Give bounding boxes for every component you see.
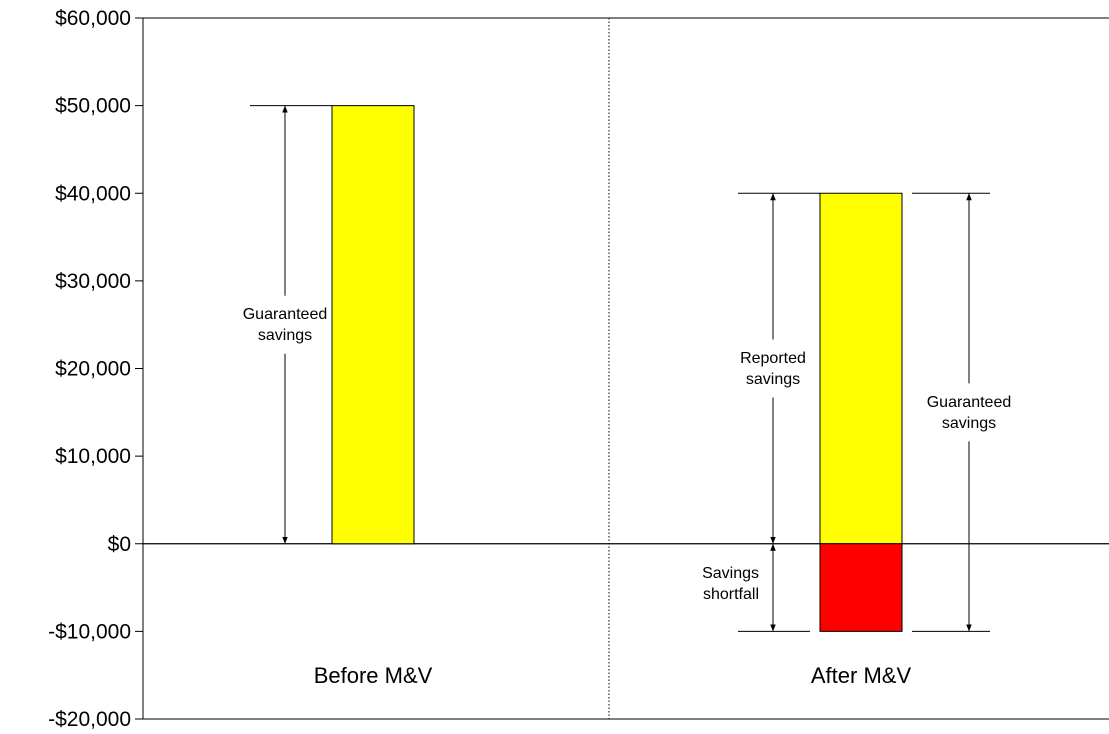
bar [819, 192, 903, 545]
y-tick-label: $50,000 [55, 95, 131, 118]
category-label: After M&V [811, 663, 912, 688]
y-tick-label: $60,000 [55, 7, 131, 30]
bar [819, 543, 903, 632]
annotation-label: Guaranteed [927, 394, 1012, 411]
axes: -$20,000 -$10,000 $0 $10,000 $20,000 $30,000 $… [48, 7, 1109, 731]
annotation-label: Savings [702, 565, 759, 582]
y-tick-label: $20,000 [55, 358, 131, 381]
annotations: Guaranteed savings Reported savings Savings s… [243, 105, 1012, 632]
bars [331, 105, 903, 632]
y-tick-label: $0 [108, 533, 131, 556]
y-tick-label: -$10,000 [48, 620, 131, 643]
annotation-label: savings [942, 415, 996, 432]
annotation-label: Reported [740, 350, 806, 367]
y-tick-label: $10,000 [55, 445, 131, 468]
annotation-label: shortfall [703, 586, 759, 603]
annotation-label: savings [746, 371, 800, 388]
annotation-label: savings [258, 327, 312, 344]
category-label: Before M&V [314, 663, 433, 688]
bar [331, 105, 415, 545]
annotation-label: Guaranteed [243, 306, 328, 323]
y-tick-label: $40,000 [55, 182, 131, 205]
y-tick-label: -$20,000 [48, 708, 131, 731]
y-tick-label: $30,000 [55, 270, 131, 293]
